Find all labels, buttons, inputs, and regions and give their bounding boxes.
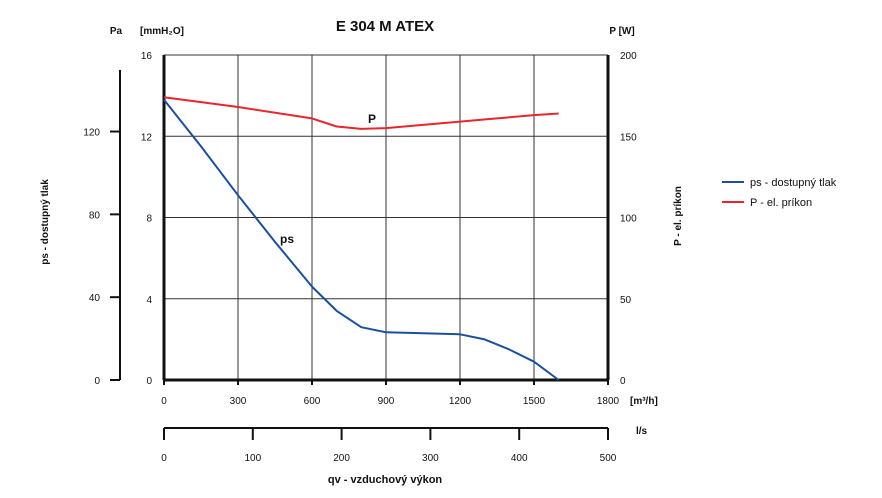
x2-tick-label: 400 [511, 453, 528, 464]
x-axis-label: qv - vzduchový výkon [328, 474, 443, 486]
mm-unit-label: [mmH₂O] [140, 26, 184, 37]
legend-label-ps: ps - dostupný tlak [750, 177, 837, 189]
series-label-ps: ps [280, 232, 294, 246]
y-mm-tick-label: 8 [146, 214, 152, 225]
y-pa-tick-label: 80 [89, 210, 101, 221]
y-right-tick-label: 50 [620, 295, 632, 306]
y-right-label: P - el. príkon [673, 186, 684, 246]
y-mm-tick-label: 4 [146, 295, 152, 306]
y-right-tick-label: 200 [620, 51, 637, 62]
x2-tick-label: 100 [244, 453, 261, 464]
y-right-tick-label: 150 [620, 132, 637, 143]
x-tick-label: 900 [378, 396, 395, 407]
x-tick-label: 1200 [449, 396, 472, 407]
y-right-tick-label: 100 [620, 214, 637, 225]
x-tick-label: 600 [304, 396, 321, 407]
x-tick-label: 0 [161, 396, 167, 407]
x-tick-label: 1500 [523, 396, 546, 407]
legend-label-p: P - el. príkon [750, 197, 812, 209]
y-mm-tick-label: 16 [141, 51, 153, 62]
x2-tick-label: 500 [600, 453, 617, 464]
x2-tick-label: 300 [422, 453, 439, 464]
series-label-p: P [368, 112, 376, 126]
x2-tick-label: 0 [161, 453, 167, 464]
x2-unit-label: l/s [636, 426, 648, 437]
series-line-ps [163, 99, 560, 381]
x-tick-label: 1800 [597, 396, 620, 407]
x-tick-label: 300 [230, 396, 247, 407]
y-left-label: ps - dostupný tlak [40, 179, 51, 265]
y-pa-tick-label: 40 [89, 293, 101, 304]
y-mm-tick-label: 12 [141, 132, 153, 143]
x2-tick-label: 200 [333, 453, 350, 464]
x-unit-label: [m³/h] [630, 396, 658, 407]
y-pa-tick-label: 0 [94, 376, 100, 387]
w-unit-label: P [W] [609, 26, 634, 37]
series-line-p [163, 96, 559, 130]
pa-unit-label: Pa [110, 26, 123, 37]
y-right-tick-label: 0 [620, 376, 626, 387]
y-mm-tick-label: 0 [146, 376, 152, 387]
y-pa-tick-label: 120 [83, 128, 100, 139]
legend: ps - dostupný tlak P - el. príkon [722, 177, 837, 209]
chart-title: E 304 M ATEX [336, 18, 434, 35]
